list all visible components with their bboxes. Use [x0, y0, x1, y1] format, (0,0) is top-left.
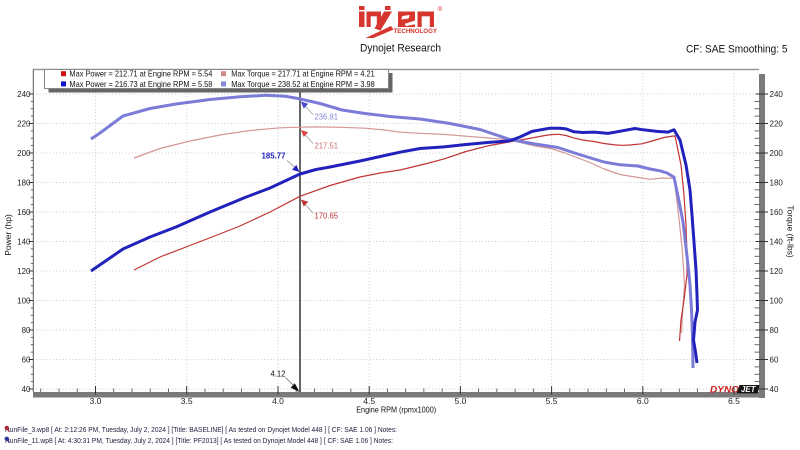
svg-text:140: 140: [770, 237, 784, 246]
svg-text:40: 40: [22, 385, 31, 394]
svg-text:5.5: 5.5: [546, 396, 558, 406]
svg-text:Max Power = 212.71 at Engine R: Max Power = 212.71 at Engine RPM = 5.54: [69, 70, 212, 79]
svg-text:6.5: 6.5: [728, 396, 740, 406]
svg-text:Max Power = 216.73 at Engine R: Max Power = 216.73 at Engine RPM = 5.58: [69, 80, 212, 89]
svg-text:180: 180: [770, 178, 784, 187]
svg-text:4.0: 4.0: [272, 396, 284, 406]
svg-text:RunFile_11.wp8 [ At: 4:30:31 P: RunFile_11.wp8 [ At: 4:30:31 PM, Tuesday…: [5, 438, 393, 445]
svg-text:5.0: 5.0: [454, 396, 466, 406]
svg-text:4.12: 4.12: [271, 369, 286, 379]
svg-text:217.51: 217.51: [315, 142, 339, 151]
svg-text:JET: JET: [741, 384, 756, 394]
svg-text:60: 60: [770, 355, 779, 364]
svg-text:DYNO: DYNO: [710, 384, 739, 394]
svg-text:40: 40: [770, 385, 779, 394]
svg-text:80: 80: [770, 326, 779, 335]
svg-text:240: 240: [770, 90, 784, 99]
svg-text:3.0: 3.0: [90, 396, 102, 406]
svg-text:200: 200: [17, 149, 31, 158]
svg-text:120: 120: [770, 267, 784, 276]
svg-text:185.77: 185.77: [262, 152, 287, 161]
svg-text:RunFile_3.wp8 [ At: 2:12:26 PM: RunFile_3.wp8 [ At: 2:12:26 PM, Tuesday,…: [5, 427, 397, 434]
svg-text:6.0: 6.0: [637, 396, 649, 406]
svg-text:80: 80: [22, 326, 31, 335]
svg-text:Engine RPM (rpmx1000): Engine RPM (rpmx1000): [356, 405, 436, 415]
svg-text:160: 160: [17, 208, 31, 217]
svg-text:120: 120: [17, 267, 31, 276]
svg-text:3.5: 3.5: [181, 396, 193, 406]
svg-text:220: 220: [17, 119, 31, 128]
svg-text:180: 180: [17, 178, 31, 187]
svg-text:TECHNOLOGY: TECHNOLOGY: [394, 28, 438, 35]
svg-text:CF: SAE Smoothing: 5: CF: SAE Smoothing: 5: [686, 44, 788, 56]
svg-text:240: 240: [17, 90, 31, 99]
svg-text:Torque (ft-lbs): Torque (ft-lbs): [786, 205, 796, 258]
svg-text:Power (hp): Power (hp): [3, 214, 13, 256]
svg-text:4.5: 4.5: [363, 396, 375, 406]
svg-text:Max Torque = 238.52 at Engine: Max Torque = 238.52 at Engine RPM = 3.98: [231, 80, 375, 89]
svg-text:140: 140: [17, 237, 31, 246]
svg-text:160: 160: [770, 208, 784, 217]
svg-text:®: ®: [438, 5, 443, 13]
svg-text:Dynojet Research: Dynojet Research: [360, 43, 441, 55]
svg-text:100: 100: [17, 296, 31, 305]
svg-text:200: 200: [770, 149, 784, 158]
svg-text:220: 220: [770, 119, 784, 128]
svg-text:Max Torque = 217.71 at Engine: Max Torque = 217.71 at Engine RPM = 4.21: [231, 70, 375, 79]
svg-text:60: 60: [22, 355, 31, 364]
svg-text:236.81: 236.81: [315, 113, 339, 122]
svg-text:170.65: 170.65: [315, 212, 339, 221]
svg-text:100: 100: [770, 296, 784, 305]
